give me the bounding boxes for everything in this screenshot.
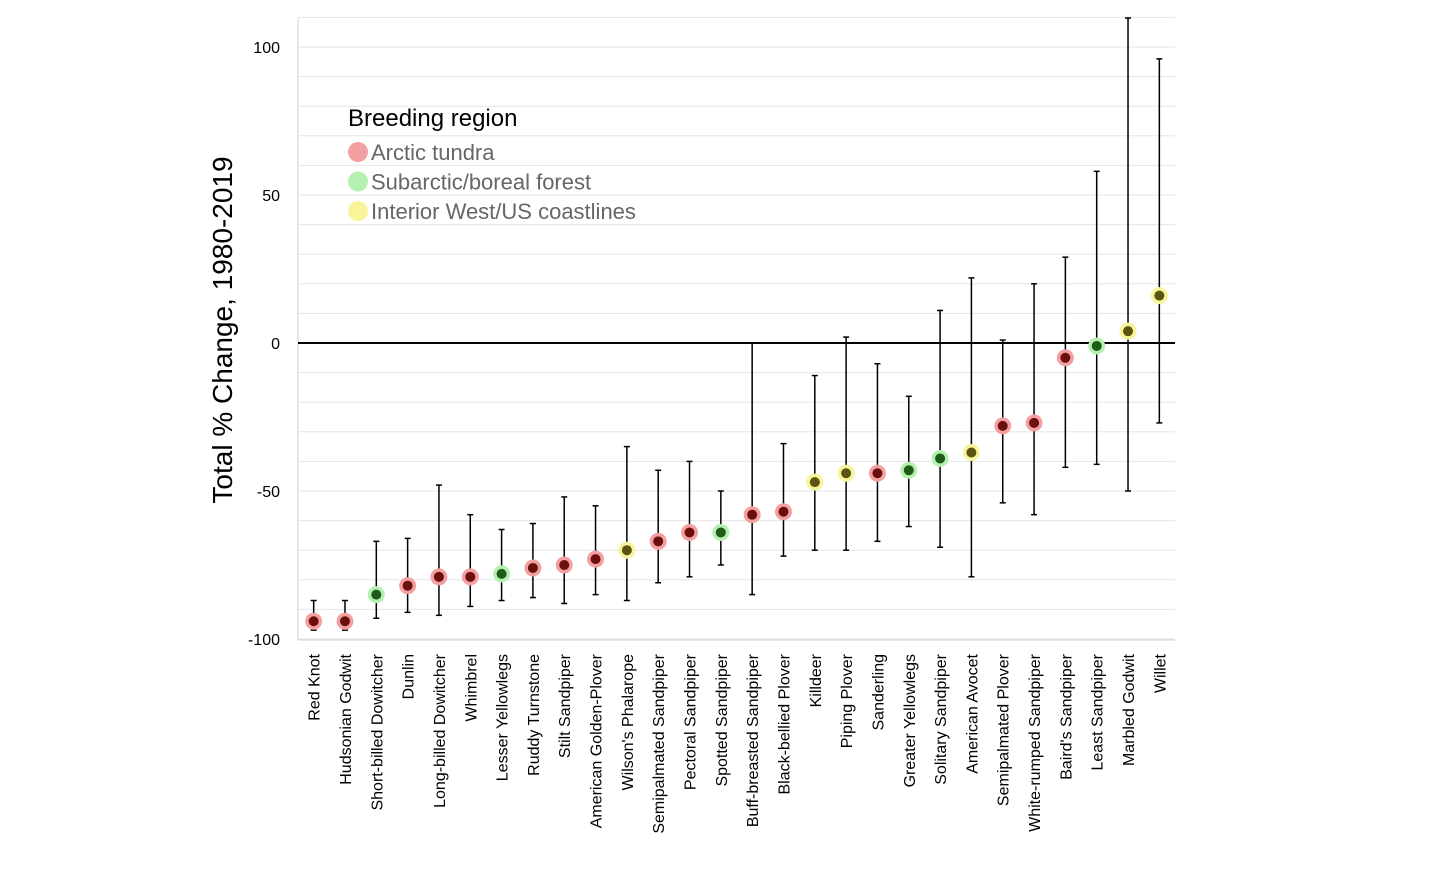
x-category-label: Pectoral Sandpiper xyxy=(683,653,700,790)
data-point xyxy=(997,420,1008,431)
y-tick-label: -100 xyxy=(248,632,280,649)
data-point xyxy=(653,536,664,547)
x-category-label: Stilt Sandpiper xyxy=(557,653,574,758)
data-point xyxy=(496,568,507,579)
x-category-label: Short-billed Dowitcher xyxy=(369,653,386,810)
x-category-label: Whimbrel xyxy=(463,654,480,722)
x-category-label: Long-billed Dowitcher xyxy=(432,653,449,808)
x-category-label: Baird's Sandpiper xyxy=(1058,653,1075,779)
legend-marker xyxy=(348,171,368,192)
gridlines xyxy=(298,16,1175,640)
data-point xyxy=(1123,326,1134,337)
x-category-label: Marbled Godwit xyxy=(1121,653,1138,766)
y-tick-label: 0 xyxy=(271,336,280,353)
data-point xyxy=(778,506,789,517)
data-point xyxy=(903,465,914,476)
data-point xyxy=(590,554,601,565)
data-point xyxy=(433,571,444,582)
data-point xyxy=(935,453,946,464)
error-bars xyxy=(310,17,1163,631)
x-category-label: American Avocet xyxy=(964,653,981,773)
x-category-label: Red Knot xyxy=(307,653,324,720)
data-point xyxy=(872,468,883,479)
x-category-label: American Golden-Plover xyxy=(589,653,606,828)
x-category-label: Greater Yellowlegs xyxy=(902,654,919,787)
x-category-label: White-rumped Sandpiper xyxy=(1027,653,1044,832)
x-category-label: Killdeer xyxy=(808,653,825,707)
y-tick-label: -50 xyxy=(257,484,280,501)
x-category-label: Black-bellied Plover xyxy=(776,653,793,794)
x-category-label: Ruddy Turnstone xyxy=(526,654,543,776)
x-category-label: Sanderling xyxy=(870,654,887,731)
x-category-label: Buff-breasted Sandpiper xyxy=(745,653,762,827)
x-category-label: Spotted Sandpiper xyxy=(714,653,731,786)
data-point xyxy=(747,509,758,520)
x-category-label: Semipalmated Sandpiper xyxy=(651,653,668,833)
data-point xyxy=(809,477,820,488)
data-point xyxy=(559,560,570,570)
x-category-labels: Red Knot Hudsonian Godwit Short-billed Dow… xyxy=(307,653,1170,833)
data-point xyxy=(465,571,476,582)
x-category-label: Hudsonian Godwit xyxy=(338,653,355,784)
x-category-label: Wilson's Phalarope xyxy=(620,654,637,791)
data-point xyxy=(371,589,382,600)
x-category-label: Least Sandpiper xyxy=(1090,653,1107,770)
x-category-label: Piping Plover xyxy=(839,653,856,748)
y-tick-labels: -100 -50 0 50 100 xyxy=(248,40,280,649)
data-point xyxy=(621,545,632,556)
y-tick-label: 100 xyxy=(253,40,280,57)
data-point xyxy=(308,616,319,627)
data-points xyxy=(305,287,1168,630)
x-category-label: Semipalmated Plover xyxy=(996,653,1013,806)
x-category-label: Willet xyxy=(1152,653,1169,693)
legend-entries: Arctic tundra Subarctic/boreal forest Inte… xyxy=(348,140,636,224)
data-point xyxy=(1154,290,1165,301)
legend-label: Arctic tundra xyxy=(371,140,495,165)
legend-label: Interior West/US coastlines xyxy=(371,199,636,224)
legend-label: Subarctic/boreal forest xyxy=(371,170,591,195)
data-point xyxy=(966,447,977,458)
data-point xyxy=(1029,417,1040,428)
data-point xyxy=(1091,340,1102,351)
data-point xyxy=(527,562,538,573)
axes xyxy=(297,18,1175,641)
data-point xyxy=(402,580,413,591)
data-point xyxy=(841,468,852,479)
legend: Breeding region Arctic tundra Subarctic/b… xyxy=(348,105,636,224)
x-category-label: Lesser Yellowlegs xyxy=(495,654,512,781)
data-point xyxy=(684,527,695,538)
x-category-label: Solitary Sandpiper xyxy=(933,653,950,784)
legend-marker xyxy=(348,201,368,221)
legend-marker xyxy=(348,142,368,162)
x-category-label: Dunlin xyxy=(401,654,418,699)
data-point xyxy=(1060,352,1071,363)
data-point xyxy=(715,527,726,538)
y-tick-label: 50 xyxy=(262,188,280,205)
y-axis-title: Total % Change, 1980-2019 xyxy=(207,156,238,503)
legend-title: Breeding region xyxy=(348,105,517,132)
data-point xyxy=(339,616,350,627)
